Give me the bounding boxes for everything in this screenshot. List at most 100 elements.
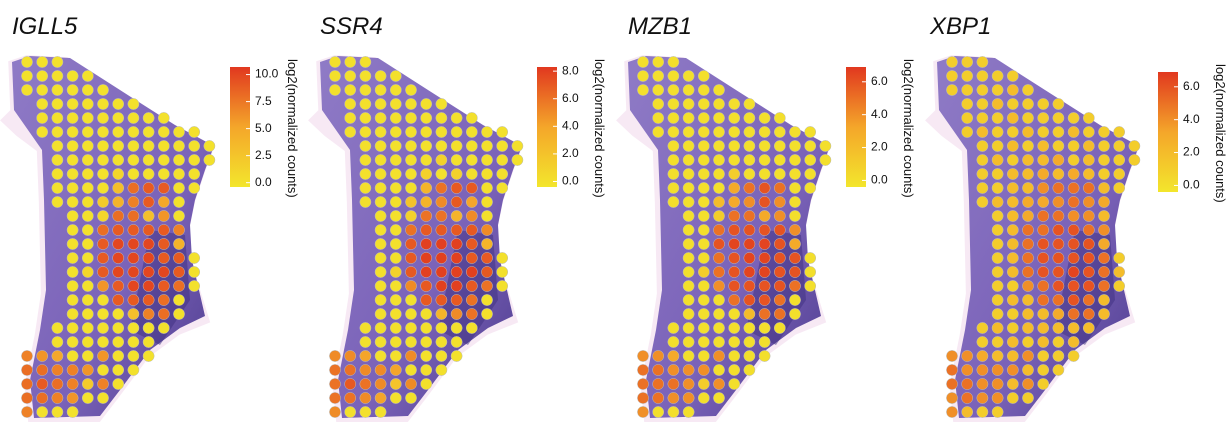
spot [698,196,709,207]
spot [405,98,416,109]
spot [189,126,200,137]
spot [113,266,124,277]
spot [805,280,816,291]
spot [744,322,755,333]
spot [421,308,432,319]
spot [713,294,724,305]
spot [481,154,492,165]
spot [143,196,154,207]
spot [52,70,63,81]
spot [143,238,154,249]
spot [436,112,447,123]
spot [962,392,973,403]
spot [713,140,724,151]
spot [360,378,371,389]
spot [67,364,78,375]
spot [466,112,477,123]
spot [713,154,724,165]
spot [113,350,124,361]
spot [683,238,694,249]
spot [390,350,401,361]
spot [713,210,724,221]
spot [1083,210,1094,221]
spot [97,238,108,249]
spot [143,280,154,291]
spot [436,252,447,263]
spot [481,294,492,305]
spot [1053,196,1064,207]
spot [698,378,709,389]
spot [173,154,184,165]
spot [421,196,432,207]
spot [1083,154,1094,165]
spot [698,126,709,137]
spot [52,350,63,361]
spot [729,112,740,123]
spot [158,182,169,193]
figure: IGLL50.02.55.07.510.0log2(normalized cou… [0,0,1232,422]
spot [37,112,48,123]
spot [759,210,770,221]
spot [421,168,432,179]
spot [97,112,108,123]
spot [52,406,63,417]
spot [683,70,694,81]
spot [1022,196,1033,207]
spot [405,350,416,361]
spot [143,336,154,347]
spot [360,322,371,333]
spot [789,126,800,137]
spot [451,336,462,347]
spot [1053,336,1064,347]
spot [759,224,770,235]
spot [436,364,447,375]
spot [82,294,93,305]
spot [1022,84,1033,95]
spot [744,238,755,249]
spot [683,140,694,151]
spot [143,210,154,221]
spot [466,126,477,137]
spot [774,140,785,151]
spot [1053,210,1064,221]
spot [1098,210,1109,221]
spot [1068,224,1079,235]
spot [158,252,169,263]
spot [713,224,724,235]
spot [1098,280,1109,291]
spot [977,154,988,165]
spot [1007,196,1018,207]
spot [713,126,724,137]
spot [683,112,694,123]
spot [1022,280,1033,291]
spot [189,252,200,263]
spot [962,98,973,109]
spot [67,70,78,81]
spot [37,98,48,109]
spot [1038,266,1049,277]
spot [375,210,386,221]
spot [1038,224,1049,235]
spot [805,266,816,277]
spot [158,224,169,235]
spot [189,154,200,165]
spot [1007,182,1018,193]
spot [481,280,492,291]
spot [729,364,740,375]
spot [67,378,78,389]
spot [97,154,108,165]
spot [744,112,755,123]
spot [128,210,139,221]
spot [390,112,401,123]
spot [405,252,416,263]
spot [436,280,447,291]
spot [451,196,462,207]
spot [82,322,93,333]
spot [390,252,401,263]
spot [405,378,416,389]
spot [1007,350,1018,361]
spot [466,322,477,333]
spot [390,308,401,319]
spot [52,196,63,207]
spot [1098,168,1109,179]
